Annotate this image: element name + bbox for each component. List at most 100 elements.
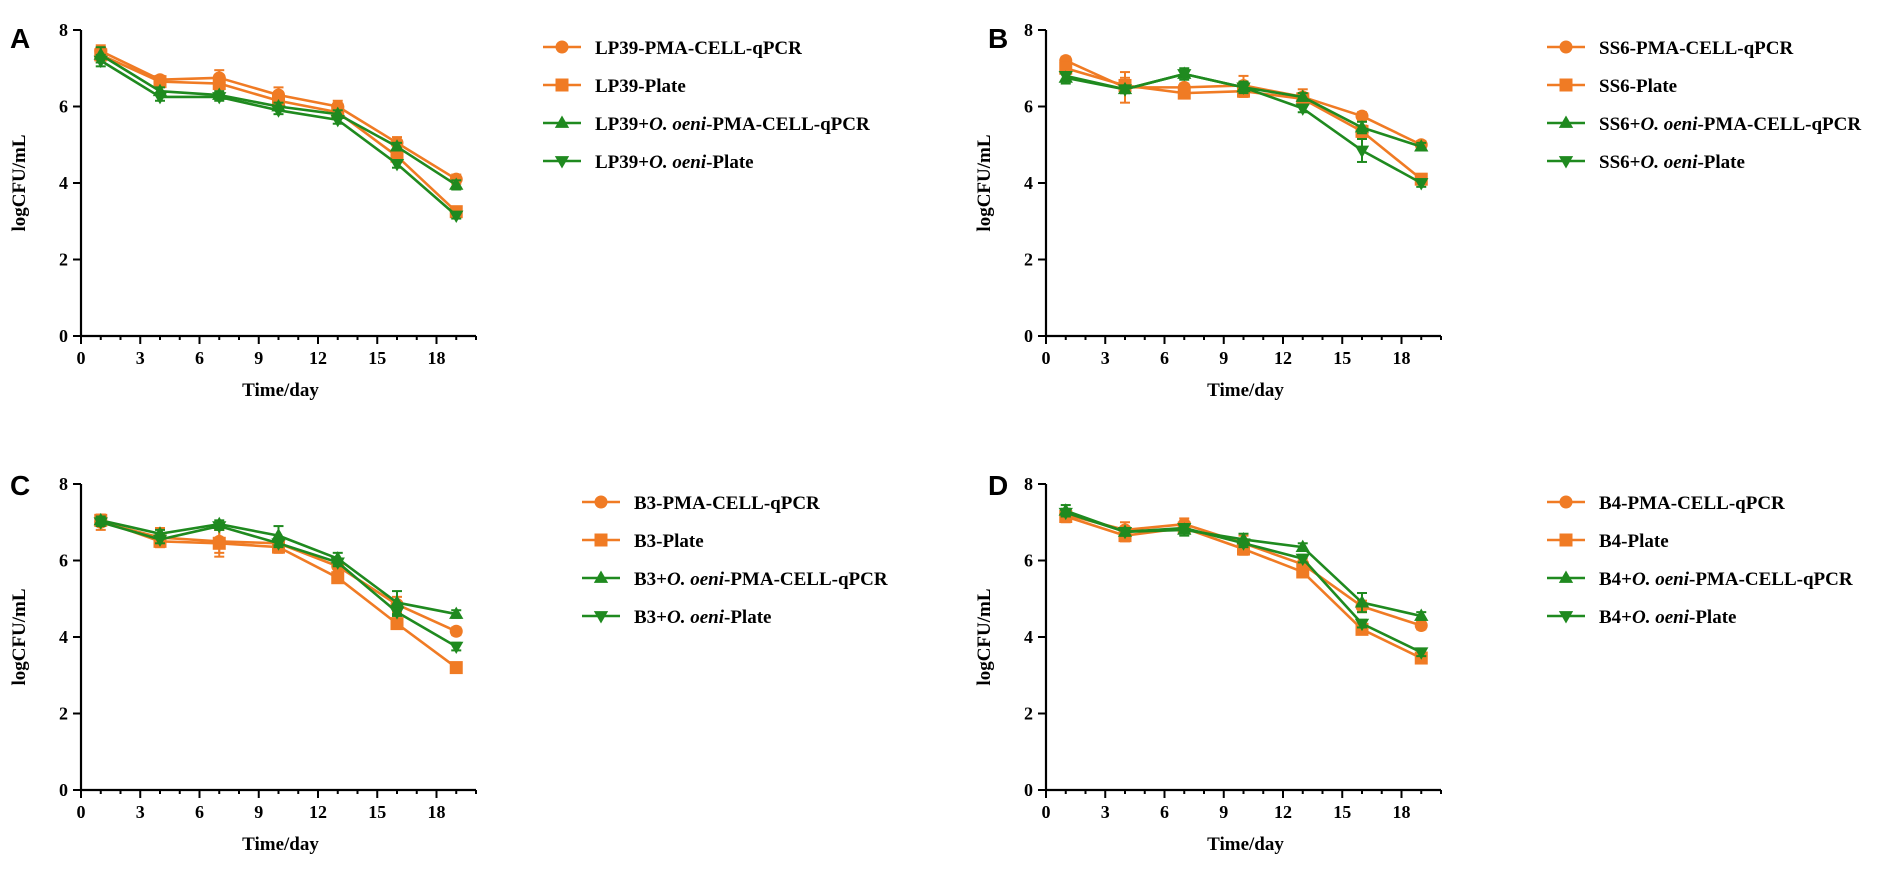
legend-marker (593, 611, 609, 624)
x-tick-label: 18 (428, 802, 446, 822)
x-tick-label: 0 (77, 348, 86, 368)
y-axis-label: logCFU/mL (9, 134, 30, 231)
legend-label: SS6+O. oeni-Plate (1599, 152, 1745, 173)
x-tick-label: 15 (1333, 348, 1351, 368)
y-tick-label: 8 (59, 474, 68, 494)
data-point (152, 534, 168, 547)
y-tick-label: 8 (59, 20, 68, 40)
legend-label: B3+O. oeni-PMA-CELL-qPCR (634, 569, 888, 590)
x-tick-label: 3 (136, 348, 145, 368)
series-line (100, 53, 457, 187)
legend-marker (555, 40, 569, 54)
series-1 (1059, 507, 1428, 633)
data-point (152, 92, 168, 105)
legend-label: B3-Plate (634, 531, 704, 552)
legend-label: B4+O. oeni-Plate (1599, 607, 1736, 628)
series-4 (1058, 69, 1429, 191)
data-point (1295, 539, 1310, 552)
data-point (449, 210, 464, 223)
data-point (1177, 523, 1192, 536)
legend-marker (1559, 40, 1573, 54)
data-point (1354, 595, 1370, 608)
legend-label: SS6-PMA-CELL-qPCR (1599, 38, 1794, 59)
data-point (389, 607, 405, 620)
y-tick-label: 6 (59, 551, 68, 571)
data-point (1414, 139, 1429, 152)
x-tick-label: 15 (368, 802, 386, 822)
legend-label: B4-PMA-CELL-qPCR (1599, 493, 1785, 514)
y-tick-label: 6 (1024, 97, 1033, 117)
data-point (331, 571, 345, 585)
data-point (212, 536, 226, 550)
series-3 (93, 46, 464, 191)
panel-a: A 0 2 4 6 8 0 3 6 9 12 15 18 Time/day logCFU/mL LP39-PM… (9, 20, 870, 401)
data-point (271, 528, 286, 541)
panel-c: C 0 2 4 6 8 0 3 6 9 12 15 18 Time/day logCFU/mL B3-PMA-… (9, 470, 888, 855)
data-point (1058, 71, 1073, 84)
data-point (1354, 145, 1370, 158)
y-tick-label: 4 (59, 173, 68, 193)
data-point (1414, 647, 1429, 660)
y-tick-label: 6 (1024, 551, 1033, 571)
panel-d: D 0 2 4 6 8 0 3 6 9 12 15 18 Time/day logCFU/mL B4-PMA-… (974, 470, 1853, 855)
x-tick-label: 6 (195, 802, 204, 822)
data-point (449, 606, 464, 619)
data-point (153, 75, 167, 89)
data-point (1296, 565, 1310, 579)
y-tick-label: 6 (59, 97, 68, 117)
data-point (389, 139, 405, 152)
data-point (449, 624, 463, 638)
legend-marker (1558, 570, 1574, 583)
y-tick-label: 8 (1024, 474, 1033, 494)
y-tick-label: 2 (59, 250, 68, 270)
series-4 (93, 53, 464, 223)
legend: SS6-PMA-CELL-qPCR SS6-Plate SS6+O. oeni-PM… (1547, 38, 1861, 173)
data-point (1117, 84, 1133, 97)
legend-marker (1559, 495, 1573, 509)
y-tick-label: 0 (1024, 326, 1033, 346)
legend: B3-PMA-CELL-qPCR B3-Plate B3+O. oeni-PMA-C… (582, 493, 888, 628)
data-point (93, 517, 108, 530)
data-point (449, 177, 464, 190)
series-3 (1058, 503, 1429, 621)
x-tick-label: 18 (1393, 802, 1411, 822)
panel-letter: B (988, 23, 1008, 54)
y-axis-label: logCFU/mL (9, 588, 30, 685)
x-tick-label: 9 (1219, 802, 1228, 822)
legend-marker (1558, 156, 1574, 169)
series-4 (93, 517, 464, 655)
data-point (1355, 109, 1369, 123)
x-tick-label: 9 (254, 348, 263, 368)
legend-marker (593, 570, 609, 583)
legend-marker (1558, 115, 1574, 128)
series-line (1065, 509, 1422, 618)
x-tick-label: 6 (1160, 802, 1169, 822)
x-tick-label: 0 (1042, 802, 1051, 822)
data-point (271, 105, 286, 118)
x-tick-label: 0 (77, 802, 86, 822)
data-point (271, 538, 286, 551)
y-axis-label: logCFU/mL (974, 588, 995, 685)
x-tick-label: 6 (1160, 348, 1169, 368)
x-tick-label: 12 (1274, 802, 1292, 822)
legend-marker (594, 533, 608, 547)
legend-marker (1558, 611, 1574, 624)
x-tick-label: 12 (309, 802, 327, 822)
panel-b: B 0 2 4 6 8 0 3 6 9 12 15 18 Time/day logCFU/mL SS6-PMA… (974, 20, 1861, 401)
data-point (1058, 507, 1073, 521)
data-point (389, 595, 405, 608)
data-point (212, 92, 227, 105)
data-point (1354, 120, 1370, 133)
data-point (1177, 69, 1192, 82)
legend-label: SS6+O. oeni-PMA-CELL-qPCR (1599, 114, 1861, 135)
data-point (1295, 553, 1310, 567)
x-tick-label: 6 (195, 348, 204, 368)
data-point (449, 641, 464, 655)
y-tick-label: 8 (1024, 20, 1033, 40)
legend-label: SS6-Plate (1599, 76, 1677, 97)
legend-label: B4+O. oeni-PMA-CELL-qPCR (1599, 569, 1853, 590)
x-tick-label: 12 (309, 348, 327, 368)
legend: LP39-PMA-CELL-qPCR LP39-Plate LP39+O. oeni… (543, 38, 870, 173)
data-point (390, 617, 404, 631)
y-tick-label: 4 (1024, 627, 1033, 647)
